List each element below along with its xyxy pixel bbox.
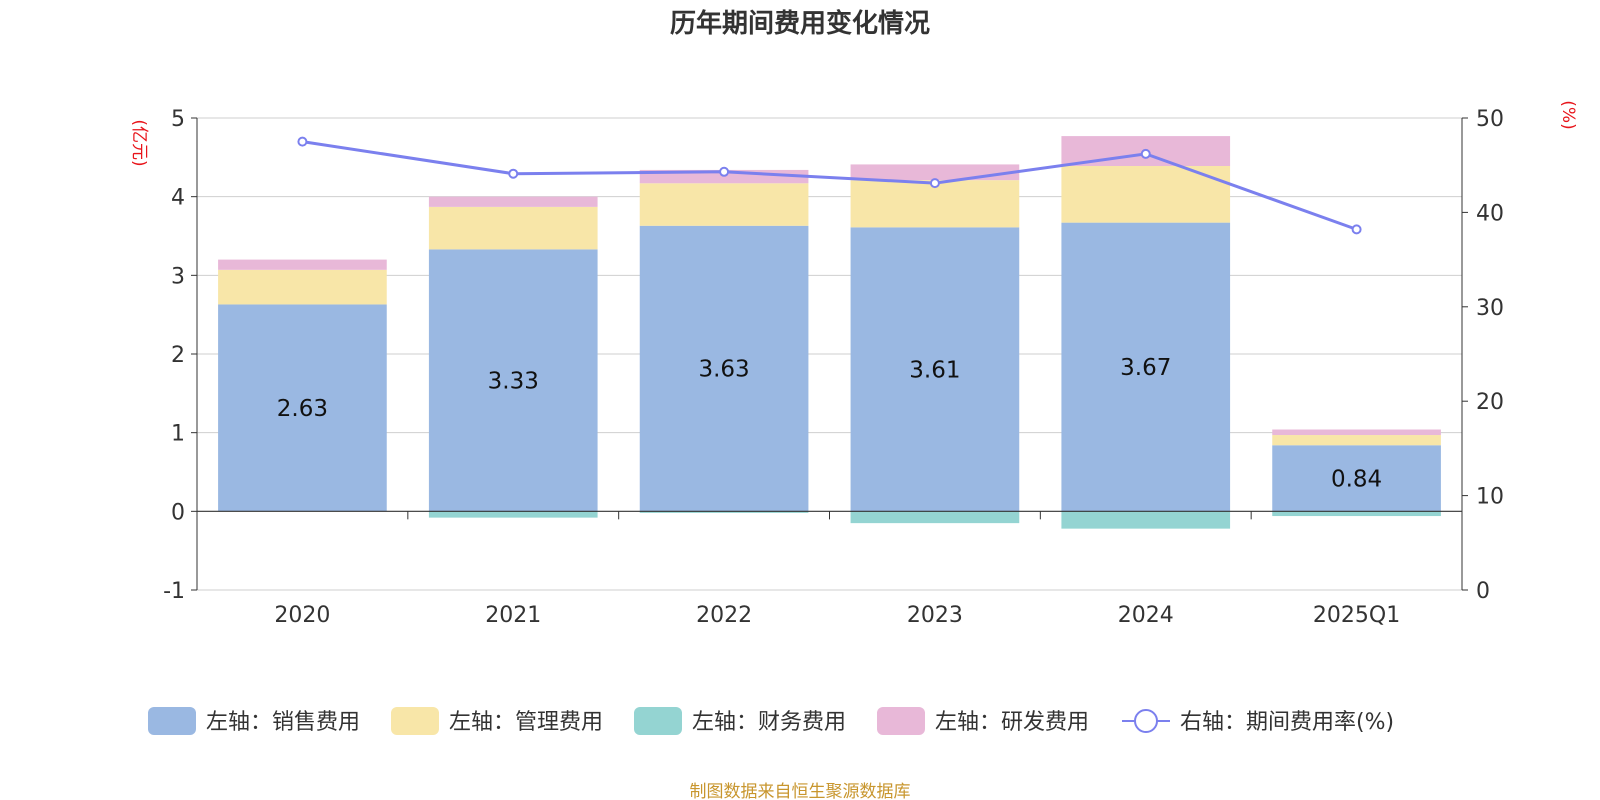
chart-title: 历年期间费用变化情况 [670,8,930,39]
right-tick-label: 0 [1476,579,1490,604]
rate-line-path [302,140,1358,231]
legend-label: 左轴：财务费用 [692,710,846,735]
bar-segment [428,206,598,250]
legend-label: 左轴：研发费用 [935,710,1089,735]
bar-segment [850,511,1020,524]
right-tick-label: 50 [1476,107,1504,132]
bar-segment [428,249,598,512]
legend-swatch [148,707,196,735]
bar-value-label: 3.67 [1120,355,1171,381]
rate-point [297,136,308,147]
bar-value-label: 3.63 [698,357,749,383]
rate-point [1351,224,1362,235]
right-tick-label: 30 [1476,296,1504,321]
bar-segment [639,225,809,512]
bar-value-label: 2.63 [277,396,328,422]
bar-segment [1061,511,1231,529]
bar-value-label: 0.84 [1331,466,1382,492]
bar-segment [1272,445,1441,512]
left-tick-label: -1 [163,579,185,604]
bar-segment [1272,435,1441,446]
rate-point [508,168,519,179]
x-tick-label: 2024 [1118,603,1174,628]
bars [218,136,1441,529]
bar-segment [1061,222,1231,512]
right-tick-label: 40 [1476,201,1504,226]
x-tick-label: 2021 [485,603,541,628]
legend: 左轴：销售费用 左轴：管理费用 左轴：财务费用 左轴：研发费用 右轴：期间费用率(%) [148,707,1394,735]
bar-segment [639,511,809,513]
legend-swatch [634,707,682,735]
legend-swatch [391,707,439,735]
left-tick-label: 4 [171,186,185,211]
x-tick-label: 2023 [907,603,963,628]
legend-label: 左轴：管理费用 [449,710,603,735]
left-tick-label: 2 [171,343,185,368]
source-note: 制图数据来自恒生聚源数据库 [690,782,911,800]
bar-segment [428,196,598,207]
left-tick-label: 3 [171,264,185,289]
bar-value-label: 3.61 [909,357,960,383]
data-labels: 2.63 3.33 3.63 3.61 3.67 0.84 [277,355,1382,492]
left-tick-label: 5 [171,107,185,132]
bar-segment [1272,511,1441,517]
legend-label: 右轴：期间费用率(%) [1180,710,1394,735]
legend-label: 左轴：销售费用 [206,710,360,735]
left-tick-label: 1 [171,422,185,447]
legend-marker-icon [1134,709,1158,733]
bar-segment [1272,429,1441,436]
right-tick-label: 20 [1476,390,1504,415]
bar-segment [639,183,809,226]
left-tick-label: 0 [171,500,185,525]
right-tick-label: 10 [1476,485,1504,510]
bar-segment [218,259,387,270]
grid-lines [197,117,1462,591]
bar-segment [428,511,598,518]
x-tick-label: 2020 [274,603,330,628]
bar-segment [850,164,1020,181]
rate-point [929,178,940,189]
bar-segment [218,269,387,305]
right-axis-unit: (%) [1558,100,1578,129]
x-tick-label: 2022 [696,603,752,628]
x-tick-label: 2025Q1 [1313,603,1400,628]
rate-line [297,136,1362,235]
rate-point [1140,148,1151,159]
legend-swatch [877,707,925,735]
left-axis-unit: (亿元) [129,119,149,166]
rate-point [719,166,730,177]
bar-segment [218,304,387,512]
bar-segment [850,227,1020,512]
bar-value-label: 3.33 [488,368,539,394]
